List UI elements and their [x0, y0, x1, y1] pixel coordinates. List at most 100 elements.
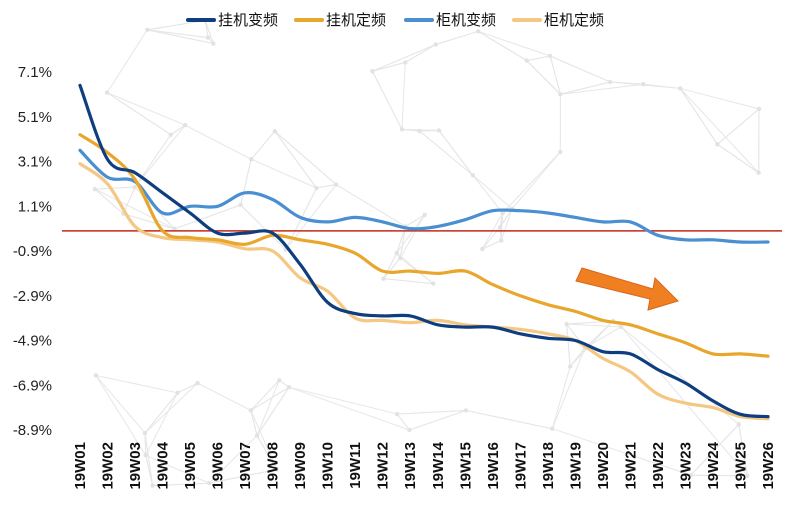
net-edge — [717, 143, 759, 174]
legend-label: 柜机定频 — [544, 12, 604, 29]
legend: 挂机变频 挂机定频 柜机变频 柜机定频 — [186, 12, 604, 29]
net-edge — [500, 208, 513, 241]
net-edge — [419, 130, 474, 176]
net-node — [211, 41, 216, 46]
net-edge — [477, 30, 528, 62]
net-node — [497, 225, 503, 230]
net-edge — [738, 424, 748, 476]
net-edge — [478, 30, 551, 57]
net-edge — [256, 380, 280, 436]
y-tick-label: -0.9% — [13, 243, 52, 260]
net-node — [480, 246, 485, 252]
net-node — [145, 27, 150, 33]
net-node — [132, 184, 138, 190]
net-node — [394, 250, 399, 256]
net-node — [558, 149, 563, 155]
legend-label: 柜机变频 — [436, 12, 496, 29]
net-edge — [204, 20, 214, 44]
net-edge — [208, 435, 258, 484]
net-edge — [123, 213, 175, 230]
net-node — [607, 79, 613, 85]
net-node — [399, 127, 405, 132]
net-edge — [174, 204, 241, 230]
x-tick-label: 19W19 — [567, 442, 584, 490]
x-tick-label: 19W11 — [347, 442, 364, 489]
net-node — [92, 186, 98, 192]
net-node — [370, 69, 375, 74]
net-edge — [95, 374, 178, 394]
net-edge — [251, 158, 317, 189]
net-node — [550, 426, 555, 431]
net-edge — [144, 382, 198, 434]
net-node — [238, 202, 243, 208]
x-tick-label: 19W20 — [595, 442, 612, 490]
net-edge — [95, 375, 146, 434]
x-tick-label: 19W21 — [622, 442, 639, 490]
series-line-2 — [78, 133, 770, 358]
net-edge — [106, 29, 148, 93]
net-node — [286, 384, 292, 390]
net-node — [558, 92, 563, 97]
net-edge — [250, 379, 280, 411]
net-edge — [482, 240, 502, 250]
net-edge — [372, 61, 406, 72]
net-edge — [409, 409, 467, 431]
net-node — [254, 433, 260, 438]
net-edge — [95, 375, 147, 456]
net-edge — [511, 151, 561, 210]
net-edge — [435, 30, 479, 45]
net-edge — [316, 184, 337, 189]
x-tick-label: 19W12 — [375, 442, 392, 490]
y-tick-label: -2.9% — [13, 288, 52, 305]
net-edge — [288, 386, 398, 415]
x-tick-label: 19W07 — [237, 442, 254, 490]
net-edge — [250, 386, 290, 411]
net-edge — [569, 347, 586, 367]
net-edge — [147, 29, 214, 45]
net-edge — [145, 392, 179, 456]
y-tick-label: 7.1% — [18, 64, 52, 81]
y-tick-label: -8.9% — [13, 422, 52, 439]
net-node — [475, 29, 481, 34]
trend-arrow — [575, 267, 679, 311]
legend-label: 挂机定频 — [326, 12, 386, 29]
net-node — [433, 42, 439, 47]
x-tick-label: 19W03 — [127, 442, 144, 490]
y-tick-label: 1.1% — [18, 198, 52, 215]
net-edge — [145, 454, 210, 484]
net-edge — [405, 44, 437, 63]
net-node — [207, 481, 212, 486]
net-node — [422, 212, 427, 218]
net-node — [274, 467, 279, 472]
net-edge — [372, 44, 437, 72]
legend-label: 挂机变频 — [218, 12, 278, 29]
net-edge — [560, 83, 644, 95]
net-edge — [401, 128, 420, 132]
net-edge — [397, 409, 467, 415]
net-node — [470, 173, 476, 178]
y-tick-label: 5.1% — [18, 109, 52, 126]
net-edge — [566, 323, 571, 367]
net-edge — [399, 214, 426, 259]
net-node — [641, 82, 646, 87]
net-edge — [94, 188, 175, 230]
net-node — [333, 182, 339, 187]
net-node — [272, 129, 278, 134]
net-edge — [610, 81, 644, 85]
background-network-pattern — [92, 18, 762, 488]
net-edge — [335, 184, 406, 227]
y-axis: 7.1% 5.1% 3.1% 1.1% -0.9% -2.9% -4.9% -6.9% -8.9… — [13, 64, 52, 439]
net-edge — [106, 92, 186, 126]
net-node — [403, 60, 408, 65]
net-node — [500, 210, 505, 216]
net-node — [688, 472, 694, 478]
net-edge — [550, 55, 611, 83]
net-edge — [94, 186, 135, 190]
net-edge — [584, 320, 614, 349]
net-edge — [256, 435, 278, 470]
net-edge — [552, 428, 692, 476]
net-node — [394, 411, 400, 417]
x-tick-label: 19W24 — [705, 441, 722, 489]
net-node — [407, 427, 412, 433]
net-node — [678, 86, 683, 91]
